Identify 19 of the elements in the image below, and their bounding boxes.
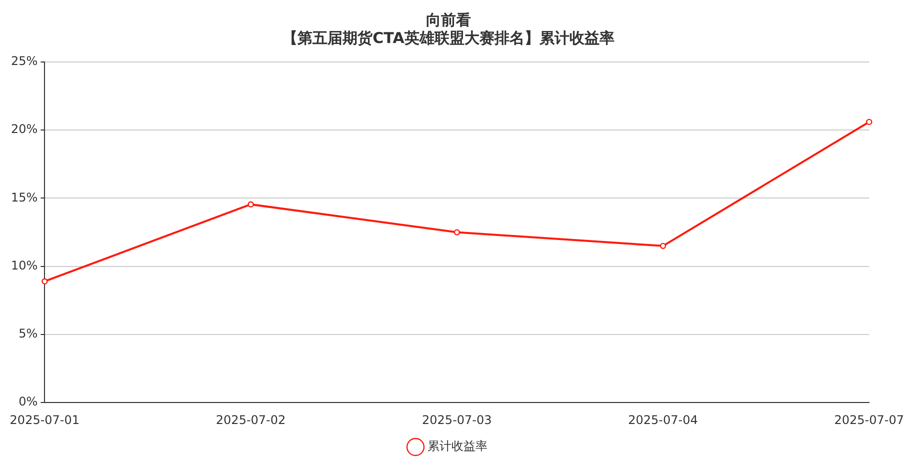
y-tick-label: 0% xyxy=(18,394,38,409)
point xyxy=(454,229,460,236)
x-tick-label: 2025-07-01 xyxy=(10,412,80,427)
y-tick-label: 20% xyxy=(11,122,38,136)
x-tick-label: 2025-07-07 xyxy=(834,412,904,427)
y-tick-label: 15% xyxy=(11,190,38,204)
point xyxy=(866,118,872,126)
chart-title: 向前看 xyxy=(426,10,471,29)
chart-subtitle: 【第五届期货CTA英雄联盟大赛排名】累计收益率 xyxy=(282,28,614,47)
y-tick-label: 25% xyxy=(11,54,38,68)
x-tick-label: 2025-07-02 xyxy=(216,412,286,427)
x-tick-label: 2025-07-03 xyxy=(422,412,492,427)
point xyxy=(248,201,254,208)
point xyxy=(660,242,666,250)
y-tick-label: 5% xyxy=(18,326,38,341)
legend-label: 累计收益率 xyxy=(428,439,488,454)
y-tick-label: 10% xyxy=(11,258,38,272)
point xyxy=(42,278,48,284)
x-tick-label: 2025-07-04 xyxy=(628,412,698,427)
